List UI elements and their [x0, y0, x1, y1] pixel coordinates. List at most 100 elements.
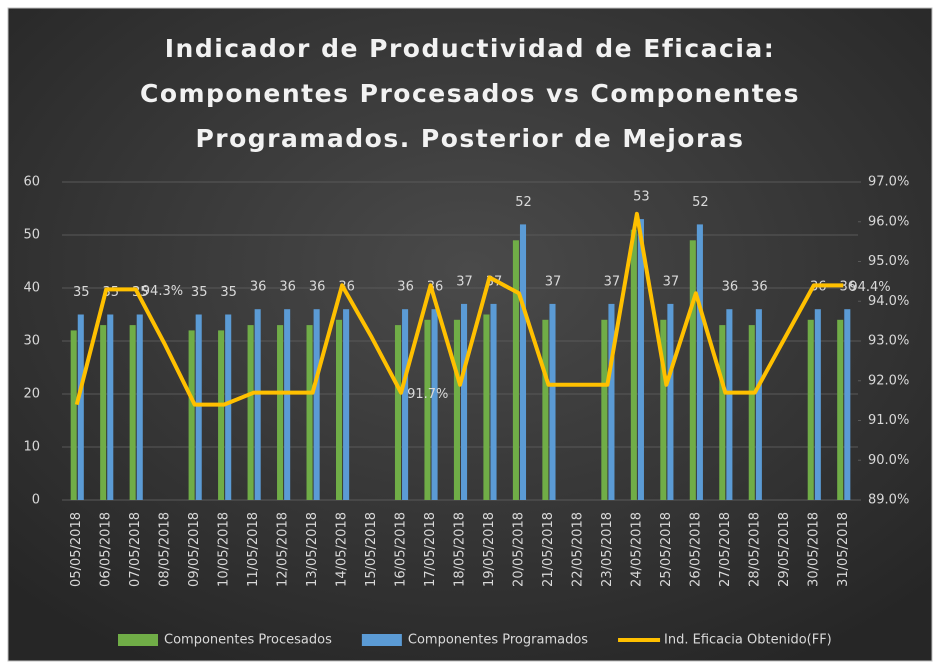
- bar: [461, 303, 468, 500]
- bar-label: 36: [722, 280, 739, 295]
- bar: [814, 309, 821, 500]
- bar-label: 37: [663, 274, 680, 289]
- line-label: 94.3%: [142, 284, 183, 299]
- bar-label: 36: [309, 280, 326, 295]
- x-tick-label: 06/05/2018: [99, 512, 114, 587]
- bar-label: 35: [220, 285, 237, 300]
- y-tick-label: 60: [23, 175, 40, 190]
- bar: [549, 303, 556, 500]
- bar: [453, 319, 460, 500]
- bar-label: 52: [692, 195, 709, 210]
- chart-background: [7, 7, 933, 662]
- x-tick-label: 14/05/2018: [335, 512, 350, 587]
- bar: [218, 330, 225, 500]
- x-tick-label: 10/05/2018: [217, 512, 232, 587]
- legend-label: Ind. Eficacia Obtenido(FF): [664, 633, 832, 648]
- bar: [696, 224, 703, 500]
- bar: [748, 325, 755, 500]
- x-tick-label: 23/05/2018: [600, 512, 615, 587]
- bar: [136, 314, 143, 500]
- x-tick-label: 12/05/2018: [276, 512, 291, 587]
- x-tick-label: 11/05/2018: [246, 512, 261, 587]
- chart-title: Programados. Posterior de Mejoras: [195, 124, 744, 153]
- bar: [188, 330, 195, 500]
- legend-label: Componentes Programados: [408, 633, 588, 648]
- x-tick-label: 08/05/2018: [158, 512, 173, 587]
- bar: [719, 325, 726, 500]
- x-tick-label: 22/05/2018: [570, 512, 585, 587]
- bar-label: 35: [191, 285, 208, 300]
- bar: [225, 314, 232, 500]
- x-tick-label: 30/05/2018: [806, 512, 821, 587]
- bar: [601, 319, 608, 500]
- y2-tick-label: 92.0%: [868, 373, 909, 388]
- bar: [512, 240, 519, 501]
- bar-label: 36: [279, 280, 296, 295]
- y-tick-label: 10: [23, 440, 40, 455]
- bar: [689, 240, 696, 501]
- bar: [394, 325, 402, 500]
- x-tick-label: 16/05/2018: [394, 512, 409, 587]
- bar-label: 35: [73, 285, 90, 300]
- bar: [630, 229, 637, 500]
- x-tick-label: 25/05/2018: [659, 512, 674, 587]
- line-series: [74, 211, 844, 407]
- bar: [519, 224, 527, 500]
- bar-label: 36: [751, 280, 768, 295]
- x-tick-label: 15/05/2018: [364, 512, 379, 587]
- line-label: 94.4%: [849, 280, 890, 295]
- bar: [755, 309, 762, 500]
- x-tick-label: 18/05/2018: [453, 512, 468, 587]
- y-tick-label: 40: [23, 281, 40, 296]
- bar-label: 52: [515, 195, 532, 210]
- chart-title: Componentes Procesados vs Componentes: [140, 79, 800, 108]
- bar: [343, 309, 350, 500]
- x-tick-label: 20/05/2018: [511, 512, 526, 587]
- bar: [100, 325, 107, 500]
- x-tick-label: 27/05/2018: [718, 512, 733, 587]
- bar-label: 36: [250, 280, 267, 295]
- x-tick-label: 26/05/2018: [688, 512, 703, 587]
- y2-tick-label: 97.0%: [868, 175, 909, 190]
- bar: [306, 325, 313, 500]
- bar: [313, 309, 320, 500]
- legend-label: Componentes Procesados: [164, 633, 332, 648]
- bar: [726, 309, 733, 500]
- x-tick-label: 09/05/2018: [187, 512, 202, 587]
- legend-swatch: [118, 634, 158, 646]
- bar-label: 36: [397, 280, 414, 295]
- x-tick-label: 19/05/2018: [482, 512, 497, 587]
- y-tick-label: 50: [23, 228, 40, 243]
- x-tick-label: 29/05/2018: [777, 512, 792, 587]
- bar: [70, 330, 77, 500]
- bar-label: 53: [633, 190, 650, 205]
- bar: [195, 314, 202, 500]
- bar: [667, 303, 674, 500]
- x-tick-label: 17/05/2018: [423, 512, 438, 587]
- bar: [490, 303, 497, 500]
- bar-label: 37: [456, 274, 473, 289]
- y2-tick-label: 91.0%: [868, 413, 909, 428]
- bar: [335, 319, 343, 500]
- y2-tick-label: 89.0%: [868, 493, 909, 508]
- y-tick-label: 30: [23, 334, 40, 349]
- bar: [483, 314, 490, 500]
- x-tick-label: 21/05/2018: [541, 512, 556, 587]
- y2-tick-label: 95.0%: [868, 254, 909, 269]
- bar: [608, 303, 615, 500]
- bar: [542, 319, 549, 500]
- bar: [844, 309, 851, 500]
- y-tick-label: 20: [23, 387, 40, 402]
- x-tick-label: 13/05/2018: [305, 512, 320, 587]
- bar-label: 37: [545, 274, 562, 289]
- bar: [637, 219, 644, 500]
- y-tick-label: 0: [32, 493, 40, 508]
- bar: [807, 319, 814, 500]
- bar: [660, 319, 667, 500]
- chart-title: Indicador de Productividad de Eficacia:: [165, 34, 776, 63]
- bar: [254, 309, 261, 500]
- bar: [402, 309, 409, 500]
- y2-tick-label: 93.0%: [868, 334, 909, 349]
- bar: [247, 325, 254, 500]
